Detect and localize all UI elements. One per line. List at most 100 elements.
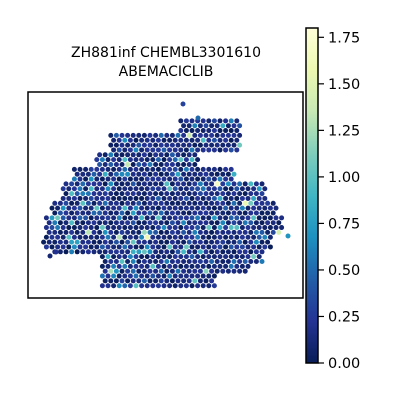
- spot-point: [85, 191, 91, 197]
- spot-point: [111, 283, 117, 289]
- spot-point: [136, 191, 142, 197]
- spot-point: [245, 244, 251, 250]
- spot-point: [169, 152, 175, 158]
- spot-point: [169, 171, 175, 177]
- spot-point: [158, 132, 164, 138]
- spot-point: [108, 259, 114, 264]
- spot-point: [46, 229, 52, 235]
- spot-point: [223, 215, 229, 221]
- spot-point: [144, 244, 150, 250]
- spot-point: [223, 244, 229, 250]
- spot-point: [99, 176, 105, 182]
- spot-point: [99, 166, 105, 172]
- spot-point: [108, 268, 114, 274]
- spot-point: [125, 200, 131, 206]
- spot-point: [158, 181, 164, 187]
- spot-point: [172, 283, 178, 289]
- spot-point: [153, 142, 159, 148]
- spot-point: [203, 191, 209, 197]
- spot-point: [178, 157, 184, 163]
- spot-point: [144, 176, 150, 182]
- spot-point: [186, 132, 192, 138]
- spot-point: [147, 191, 153, 197]
- spot-point: [203, 200, 209, 206]
- spot-point: [147, 259, 153, 264]
- spot-point: [136, 162, 142, 167]
- spot-point: [211, 118, 217, 124]
- spot-point: [133, 254, 139, 260]
- spot-point: [178, 283, 184, 289]
- spot-point: [74, 191, 80, 197]
- spot-point: [237, 181, 243, 187]
- spot-point: [234, 128, 240, 134]
- spot-point: [49, 205, 55, 211]
- spot-point: [69, 181, 75, 187]
- colorbar-tick-label: 1.00: [328, 170, 360, 186]
- spot-point: [178, 205, 184, 211]
- spot-point: [108, 191, 114, 197]
- spot-point: [130, 210, 136, 216]
- spot-point: [74, 239, 80, 245]
- spot-point: [220, 220, 226, 226]
- spot-point: [228, 176, 234, 182]
- spot-point: [178, 137, 184, 143]
- spot-point: [153, 162, 159, 167]
- spot-point: [147, 229, 153, 235]
- spot-point: [60, 195, 66, 201]
- spot-point: [175, 239, 181, 245]
- spot-point: [183, 147, 189, 153]
- spot-point: [220, 229, 226, 235]
- spot-point: [164, 200, 170, 206]
- spot-point: [125, 229, 131, 235]
- spot-point: [206, 176, 212, 182]
- spot-point: [141, 278, 147, 284]
- spot-point: [262, 195, 268, 201]
- spot-point: [91, 220, 97, 226]
- spot-point: [47, 253, 53, 259]
- spot-point: [228, 186, 234, 192]
- spot-point: [125, 191, 131, 197]
- spot-point: [242, 239, 248, 245]
- spot-point: [150, 137, 156, 143]
- spot-point: [223, 166, 229, 172]
- spot-point: [189, 166, 195, 172]
- spot-point: [113, 249, 119, 255]
- spot-point: [206, 166, 212, 172]
- spot-point: [71, 195, 77, 201]
- spot-point: [155, 176, 161, 182]
- spot-point: [127, 157, 133, 163]
- spot-point: [192, 162, 198, 167]
- colorbar-tick-label: 0.75: [328, 216, 360, 232]
- spot-point: [52, 200, 58, 206]
- spot-point: [139, 283, 145, 289]
- spot-point: [262, 205, 268, 211]
- spot-point: [97, 249, 103, 255]
- spot-point: [206, 225, 212, 231]
- spot-point: [203, 123, 209, 129]
- spot-point: [94, 186, 100, 192]
- spot-point: [116, 166, 122, 172]
- spot-point: [41, 239, 47, 245]
- spot-point: [211, 128, 217, 134]
- spot-point: [43, 234, 49, 240]
- spot-point: [102, 249, 108, 255]
- spot-point: [175, 278, 181, 284]
- spot-point: [228, 215, 234, 221]
- spot-point: [105, 166, 111, 172]
- spot-point: [150, 254, 156, 260]
- spot-point: [180, 101, 186, 107]
- spot-point: [183, 273, 189, 279]
- spot-point: [189, 254, 195, 260]
- spot-point: [77, 225, 83, 231]
- spot-point: [71, 186, 77, 192]
- spot-point: [211, 176, 217, 182]
- spot-point: [214, 181, 220, 187]
- spot-point: [136, 239, 142, 245]
- spot-point: [97, 220, 103, 226]
- spot-point: [181, 249, 187, 255]
- spot-point: [228, 254, 234, 260]
- spot-point: [217, 195, 223, 201]
- spot-point: [155, 244, 161, 250]
- spot-point: [130, 162, 136, 167]
- spot-point: [63, 210, 69, 216]
